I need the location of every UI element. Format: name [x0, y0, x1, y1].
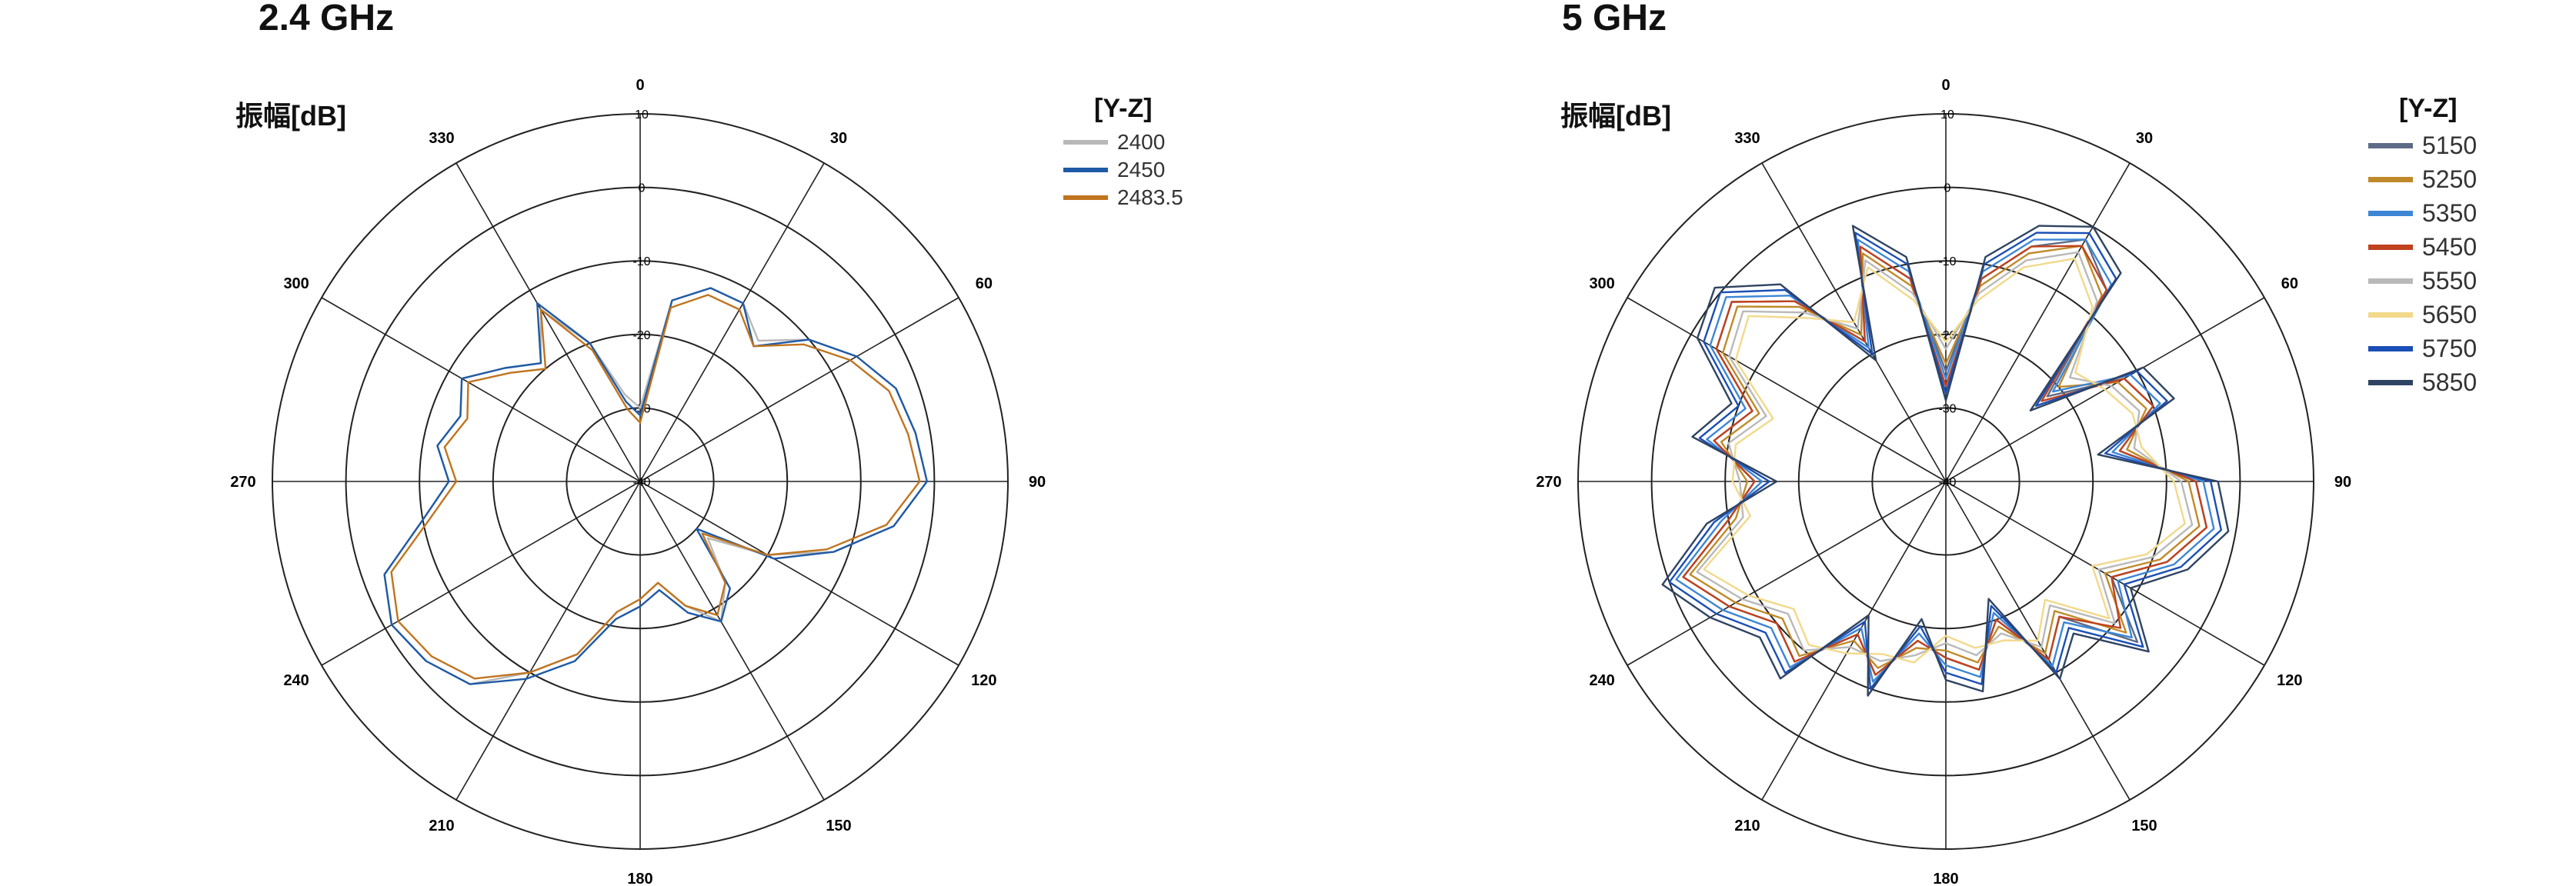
- legend-label: 5750: [2422, 334, 2478, 362]
- legend-item-5250: 5250: [2368, 162, 2477, 196]
- grid-spoke: [321, 297, 641, 482]
- legend-swatch: [2368, 142, 2413, 148]
- polar-chart-2-4ghz: 0 30 60 90 120 150 180 210 240 270 300 330 10 0 -10 -20…: [230, 77, 1046, 886]
- radius-tick-label: 10: [635, 108, 649, 122]
- angle-tick-label: 330: [1734, 130, 1760, 147]
- radius-tick-label: -20: [632, 329, 650, 342]
- legend-label: 2483.5: [1117, 185, 1183, 209]
- legend-label: 2400: [1117, 130, 1166, 154]
- legend-item-5750: 5750: [2368, 331, 2477, 365]
- legend-swatch: [2368, 379, 2413, 385]
- radius-tick-label: -40: [1938, 476, 1956, 489]
- angle-tick-label: 210: [1734, 818, 1760, 834]
- angle-tick-label: 30: [830, 130, 847, 147]
- radius-tick-label: 0: [1944, 182, 1951, 195]
- legend: [Y-Z] 5150 5250 5350 5450 5550 5650 5750 5850: [2368, 94, 2477, 399]
- series-line-5450: [1682, 245, 2208, 676]
- series-line-2483.5: [390, 294, 921, 680]
- amplitude-label: 振幅[dB]: [235, 100, 346, 132]
- legend-swatch: [2368, 176, 2413, 182]
- legend-item-2400: 2400: [1063, 128, 1183, 156]
- angle-tick-label: 300: [1589, 275, 1614, 292]
- radius-tick-label: -10: [1938, 255, 1956, 268]
- grid-spoke: [639, 297, 959, 482]
- legend-title: [Y-Z]: [2399, 94, 2458, 123]
- legend-swatch: [1063, 168, 1108, 172]
- grid-spoke: [455, 162, 641, 482]
- series-line-5750: [1668, 231, 2223, 690]
- angle-tick-label: 180: [627, 871, 652, 886]
- grid-spoke: [639, 481, 959, 666]
- legend-swatch: [2368, 345, 2413, 351]
- legend-item-5650: 5650: [2368, 298, 2477, 331]
- legend-item-2483.5: 2483.5: [1063, 184, 1183, 212]
- legend-label: 5650: [2422, 300, 2478, 328]
- legend-item-5550: 5550: [2368, 264, 2477, 298]
- amplitude-label: 振幅[dB]: [1560, 100, 1671, 132]
- legend-swatch: [2368, 311, 2413, 318]
- grid-spoke: [321, 481, 641, 666]
- radius-tick-label: -40: [632, 476, 650, 489]
- radius-tick-label: -10: [632, 255, 650, 268]
- angle-tick-label: 300: [283, 275, 309, 292]
- legend: [Y-Z] 2400 2450 2483.5: [1063, 94, 1183, 212]
- legend-title: [Y-Z]: [1094, 94, 1153, 123]
- polar-chart-5ghz: 0306090120150180210240270300330100-10-20…: [1536, 77, 2351, 886]
- chart-title: 5 GHz: [1561, 0, 1667, 38]
- radius-tick-label: -30: [1938, 402, 1956, 415]
- legend-swatch: [1063, 140, 1108, 145]
- grid-spoke: [455, 481, 641, 801]
- chart-title: 2.4 GHz: [258, 0, 395, 38]
- legend-swatch: [2368, 210, 2413, 216]
- legend-label: 5250: [2422, 165, 2478, 193]
- series-line-5250: [1689, 245, 2201, 669]
- legend-item-2450: 2450: [1063, 156, 1183, 184]
- legend-item-5350: 5350: [2368, 196, 2477, 230]
- angle-tick-label: 60: [2281, 275, 2298, 292]
- chart-panel-5ghz: 5 GHz 振幅[dB] 0 30 60 90 120 150 180 210 240 270 30…: [1288, 0, 2576, 886]
- legend-swatch: [1063, 195, 1108, 200]
- legend-item-5150: 5150: [2368, 128, 2477, 162]
- grid-spoke: [1627, 297, 1947, 482]
- chart-panel-2-4ghz: 2.4 GHz 振幅[dB] 0 30 60 90 120 150 180 210 240 270…: [230, 0, 1183, 886]
- legend-item-5450: 5450: [2368, 230, 2477, 264]
- angle-tick-label: 180: [1933, 871, 1958, 886]
- angle-tick-label: 0: [636, 77, 644, 94]
- legend-label: 5850: [2422, 368, 2478, 396]
- series-line-2450: [383, 287, 929, 685]
- grid-spoke: [639, 162, 825, 482]
- series-line-5350: [1675, 238, 2215, 683]
- angle-tick-label: 270: [230, 474, 255, 491]
- series-line-5650: [1703, 258, 2186, 664]
- legend-label: 5150: [2422, 131, 2478, 159]
- angle-tick-label: 30: [2136, 130, 2153, 147]
- angle-tick-label: 120: [971, 672, 996, 689]
- angle-tick-label: 120: [2277, 672, 2302, 689]
- angle-tick-label: 60: [976, 275, 993, 292]
- legend-swatch: [2368, 244, 2413, 250]
- angle-tick-label: 90: [1029, 474, 1046, 491]
- angle-tick-label: 0: [1941, 77, 1950, 94]
- angle-tick-label: 90: [2334, 474, 2351, 491]
- angle-tick-label: 330: [429, 130, 454, 147]
- series-line-5850: [1661, 225, 2230, 697]
- series-line-5550: [1696, 251, 2194, 662]
- legend-swatch: [2368, 278, 2413, 284]
- angle-tick-label: 240: [283, 672, 309, 689]
- legend-label: 5550: [2422, 266, 2478, 295]
- angle-tick-label: 240: [1589, 672, 1614, 689]
- legend-label: 5450: [2422, 232, 2478, 261]
- radius-tick-label: 10: [1940, 108, 1954, 122]
- legend-item-5850: 5850: [2368, 365, 2477, 399]
- angle-tick-label: 210: [429, 818, 454, 834]
- grid-spoke: [639, 481, 825, 801]
- grid-spoke: [1627, 481, 1947, 666]
- grid-spoke: [1945, 162, 2131, 482]
- angle-tick-label: 150: [2131, 818, 2157, 834]
- radius-tick-label: 0: [639, 182, 646, 195]
- legend-label: 5350: [2422, 198, 2478, 227]
- angle-tick-label: 270: [1536, 474, 1561, 491]
- angle-tick-label: 150: [826, 818, 851, 834]
- legend-label: 2450: [1117, 158, 1166, 182]
